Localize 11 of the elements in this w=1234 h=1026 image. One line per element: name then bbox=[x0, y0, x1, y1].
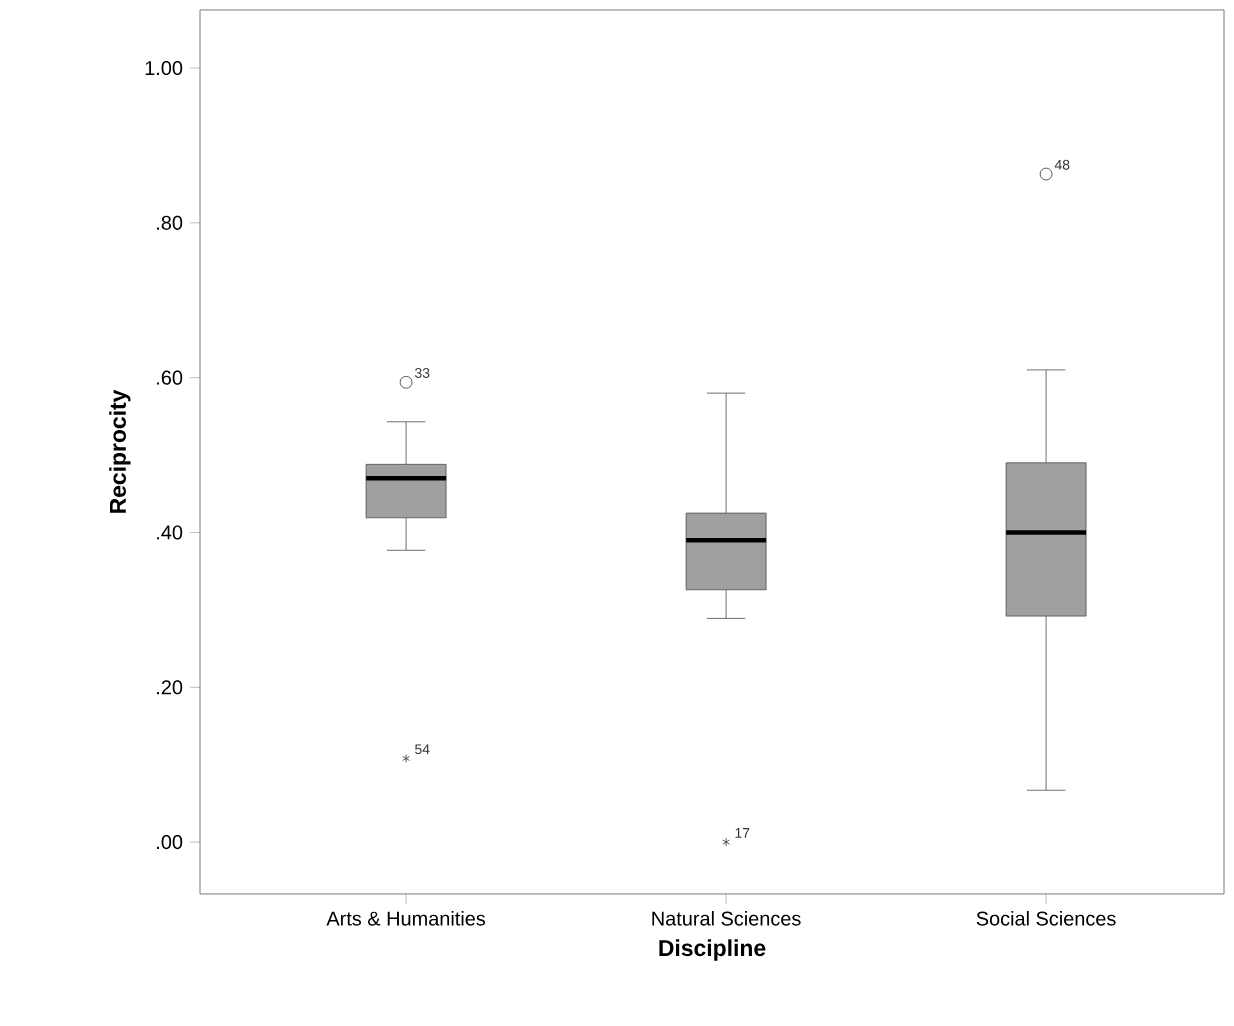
y-tick-label: .00 bbox=[157, 835, 183, 850]
y-tick-label: .20 bbox=[157, 680, 183, 695]
y-axis-title: Reciprocity bbox=[109, 389, 131, 513]
x-tick-label: Social Sciences bbox=[976, 911, 1116, 926]
y-tick-label: 1.00 bbox=[145, 60, 183, 76]
x-axis-title: Discipline bbox=[659, 939, 766, 961]
y-tick-label: .60 bbox=[157, 370, 183, 385]
x-tick-label: Arts & Humanities bbox=[326, 911, 486, 926]
x-tick-label: Natural Sciences bbox=[652, 911, 801, 926]
y-tick-label: .40 bbox=[157, 525, 183, 540]
y-tick-label: .80 bbox=[157, 215, 183, 230]
